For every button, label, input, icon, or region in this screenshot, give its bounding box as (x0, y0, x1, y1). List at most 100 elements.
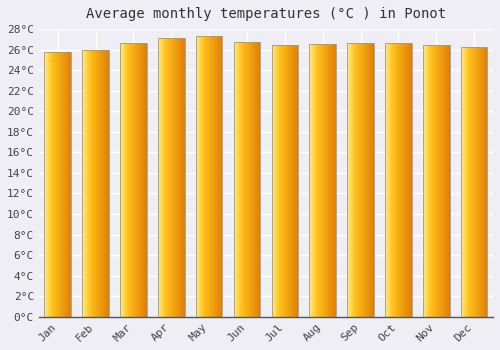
Bar (247, 42, 248, 317)
Bar (433, 46, 434, 317)
Bar (437, 46, 438, 317)
Bar (423, 46, 424, 317)
Bar (123, 43, 124, 317)
Bar (46, 52, 47, 317)
Bar (484, 47, 485, 317)
Bar (483, 47, 484, 317)
Bar (57, 52, 58, 317)
Bar (330, 44, 331, 317)
Bar (388, 43, 389, 317)
Bar (67, 52, 68, 317)
Bar (400, 43, 401, 317)
Bar (256, 42, 257, 317)
Bar (201, 36, 202, 317)
Bar (90, 50, 91, 317)
Bar (431, 46, 432, 317)
Bar (45, 52, 46, 317)
Bar (89, 50, 90, 317)
Bar (138, 43, 139, 317)
Bar (82, 50, 109, 317)
Bar (273, 46, 274, 317)
Bar (322, 44, 323, 317)
Bar (394, 43, 395, 317)
Bar (125, 43, 126, 317)
Bar (207, 36, 208, 317)
Bar (208, 36, 209, 317)
Bar (283, 46, 284, 317)
Bar (55, 52, 56, 317)
Bar (315, 44, 316, 317)
Bar (120, 43, 121, 317)
Bar (239, 42, 240, 317)
Bar (204, 36, 205, 317)
Bar (65, 52, 66, 317)
Bar (170, 38, 171, 317)
Bar (65, 52, 66, 317)
Bar (392, 43, 393, 317)
Bar (249, 42, 250, 317)
Bar (282, 46, 283, 317)
Bar (425, 46, 426, 317)
Bar (158, 38, 159, 317)
Bar (86, 50, 87, 317)
Bar (103, 50, 104, 317)
Bar (348, 43, 374, 317)
Bar (131, 43, 132, 317)
Bar (214, 36, 215, 317)
Bar (277, 46, 278, 317)
Bar (465, 47, 466, 317)
Bar (199, 36, 200, 317)
Bar (396, 43, 397, 317)
Bar (434, 46, 435, 317)
Bar (482, 47, 483, 317)
Bar (326, 44, 327, 317)
Bar (204, 36, 206, 317)
Bar (218, 36, 219, 317)
Bar (393, 43, 394, 317)
Title: Average monthly temperatures (°C ) in Ponot: Average monthly temperatures (°C ) in Po… (86, 7, 446, 21)
Bar (238, 42, 239, 317)
Bar (297, 46, 298, 317)
Bar (485, 47, 486, 317)
Bar (169, 38, 170, 317)
Bar (478, 47, 479, 317)
Bar (312, 44, 313, 317)
Bar (364, 43, 365, 317)
Bar (362, 43, 363, 317)
Bar (351, 43, 352, 317)
Bar (370, 43, 371, 317)
Bar (90, 50, 91, 317)
Bar (426, 46, 427, 317)
Bar (68, 52, 69, 317)
Bar (432, 46, 433, 317)
Bar (427, 46, 428, 317)
Bar (293, 46, 294, 317)
Bar (253, 42, 254, 317)
Bar (372, 43, 373, 317)
Bar (128, 43, 129, 317)
Bar (294, 46, 295, 317)
Bar (87, 50, 88, 317)
Bar (96, 50, 97, 317)
Bar (166, 38, 167, 317)
Bar (472, 47, 473, 317)
Bar (107, 50, 108, 317)
Bar (356, 43, 357, 317)
Bar (46, 52, 47, 317)
Bar (165, 38, 166, 317)
Bar (369, 43, 370, 317)
Bar (292, 46, 293, 317)
Bar (176, 38, 177, 317)
Bar (131, 43, 132, 317)
Bar (139, 43, 140, 317)
Bar (235, 42, 236, 317)
Bar (408, 43, 409, 317)
Bar (196, 36, 222, 317)
Bar (311, 44, 312, 317)
Bar (137, 43, 138, 317)
Bar (181, 38, 182, 317)
Bar (129, 43, 130, 317)
Bar (371, 43, 372, 317)
Bar (196, 36, 197, 317)
Bar (358, 43, 359, 317)
